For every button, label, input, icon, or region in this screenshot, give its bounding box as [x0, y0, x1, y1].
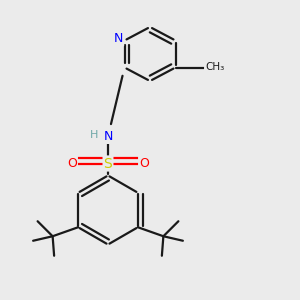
Text: N: N	[103, 130, 113, 143]
Text: S: S	[103, 157, 112, 170]
Text: O: O	[67, 157, 77, 170]
Text: CH₃: CH₃	[205, 62, 224, 73]
Text: H: H	[90, 130, 99, 140]
Text: N: N	[114, 32, 123, 46]
Text: O: O	[139, 157, 149, 170]
